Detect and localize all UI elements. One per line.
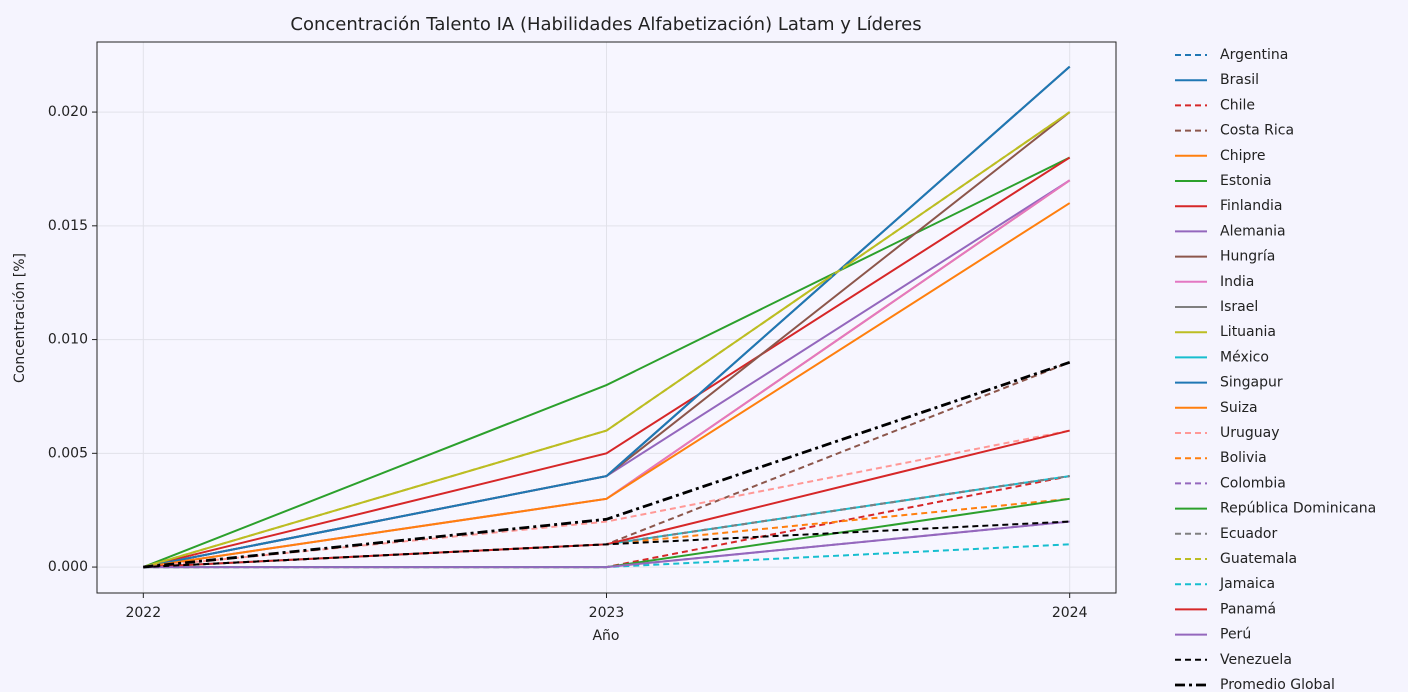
legend-label: Suiza bbox=[1220, 400, 1258, 416]
legend-label: Promedio Global bbox=[1220, 677, 1335, 692]
legend-label: Chile bbox=[1220, 97, 1255, 113]
x-tick-label: 2023 bbox=[589, 605, 625, 621]
legend-label: Jamaica bbox=[1219, 576, 1275, 592]
y-tick-label: 0.020 bbox=[48, 104, 88, 120]
x-tick-label: 2022 bbox=[125, 605, 161, 621]
legend-label: República Dominicana bbox=[1220, 501, 1376, 517]
legend-label: Finlandia bbox=[1220, 198, 1283, 214]
legend-label: Venezuela bbox=[1220, 652, 1292, 668]
y-tick-label: 0.005 bbox=[48, 445, 88, 461]
y-tick-label: 0.000 bbox=[48, 559, 88, 575]
legend-label: México bbox=[1220, 349, 1269, 365]
legend-label: Colombia bbox=[1220, 475, 1286, 491]
legend-label: Costa Rica bbox=[1220, 123, 1294, 139]
y-tick-label: 0.015 bbox=[48, 218, 88, 234]
legend-label: Brasil bbox=[1220, 72, 1259, 88]
series-line bbox=[143, 520, 1070, 569]
series-line bbox=[143, 520, 1070, 569]
series-line bbox=[143, 111, 1071, 569]
chart-title: Concentración Talento IA (Habilidades Al… bbox=[290, 14, 921, 35]
legend-label: Singapur bbox=[1220, 375, 1283, 391]
legend-label: Panamá bbox=[1220, 601, 1276, 617]
series-line bbox=[143, 65, 1071, 569]
legend-label: Alemania bbox=[1220, 223, 1286, 239]
legend-label: India bbox=[1220, 274, 1254, 290]
legend-label: Argentina bbox=[1220, 47, 1288, 63]
plot-frame bbox=[96, 41, 1117, 594]
y-axis-label: Concentración [%] bbox=[12, 253, 28, 383]
series-line bbox=[143, 156, 1071, 569]
legend-label: Ecuador bbox=[1220, 526, 1277, 542]
series-line bbox=[143, 202, 1071, 569]
legend-label: Israel bbox=[1220, 299, 1258, 315]
legend-label: Bolivia bbox=[1220, 450, 1267, 466]
legend-label: Chipre bbox=[1220, 148, 1266, 164]
legend-label: Estonia bbox=[1220, 173, 1272, 189]
series-line bbox=[143, 360, 1071, 569]
legend-label: Perú bbox=[1220, 627, 1251, 643]
x-axis-label: Año bbox=[592, 628, 619, 644]
legend-label: Hungría bbox=[1220, 249, 1275, 265]
legend-label: Lituania bbox=[1220, 324, 1276, 340]
x-tick-label: 2024 bbox=[1052, 605, 1088, 621]
legend-label: Uruguay bbox=[1220, 425, 1280, 441]
legend-label: Guatemala bbox=[1220, 551, 1297, 567]
y-tick-label: 0.010 bbox=[48, 332, 88, 348]
